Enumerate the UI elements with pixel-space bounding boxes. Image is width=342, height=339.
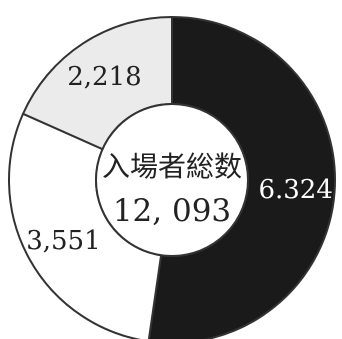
center-title: 入場者総数	[102, 150, 242, 183]
center-total: 12, 093	[113, 193, 231, 229]
donut-hole	[95, 103, 249, 257]
slice-label-1: 3,551	[26, 226, 100, 256]
slice-label-2: 2,218	[67, 62, 141, 92]
slice-label-group: 6.324 3,551 2,218	[26, 62, 333, 256]
slice-label-0: 6.324	[258, 175, 332, 205]
slice-group	[8, 15, 336, 339]
